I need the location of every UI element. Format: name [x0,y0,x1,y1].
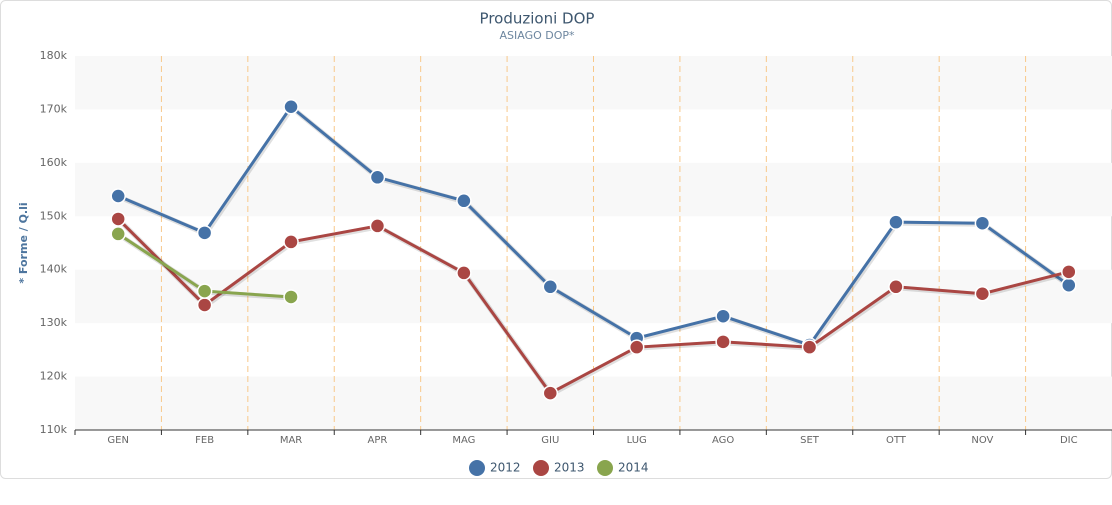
y-axis-title: * Forme / Q.li [17,202,30,283]
legend-marker [533,460,549,476]
x-tick-label: OTT [886,435,907,446]
data-point [110,226,126,242]
x-tick-label: SET [800,435,820,446]
data-point [715,334,731,350]
data-point [283,289,299,305]
data-point [628,339,645,355]
data-point [456,265,472,281]
data-point [715,308,731,324]
data-point [196,283,213,299]
x-tick-label: FEB [195,435,214,446]
y-tick-label: 150k [40,209,68,222]
x-tick-label: AGO [712,435,734,446]
data-point [1061,277,1077,293]
chart-title: Produzioni DOP [480,10,595,28]
y-tick-label: 160k [40,156,68,169]
chart-subtitle: ASIAGO DOP* [499,29,575,42]
y-tick-label: 120k [40,370,68,383]
series-line [117,104,1070,347]
data-point [110,211,126,227]
data-point [542,385,559,401]
data-point [196,225,213,241]
data-point [369,169,386,186]
data-point [974,286,991,302]
legend-marker [597,460,613,476]
data-point [369,218,386,234]
data-point [1061,264,1077,280]
series-line [117,217,1070,396]
x-tick-label: DIC [1060,435,1078,446]
legend-label: 2014 [618,461,649,475]
data-point [888,279,904,295]
x-tick-label: APR [368,435,388,446]
legend-label: 2012 [490,461,521,475]
data-point [196,297,213,313]
x-tick-label: MAR [280,435,302,446]
data-point [801,339,818,355]
data-point [283,99,299,115]
y-tick-label: 180k [40,49,68,62]
data-point [456,193,472,209]
data-point [888,214,904,230]
data-point [542,279,559,295]
data-point [283,234,299,250]
legend-label: 2013 [554,461,585,475]
data-point [110,188,126,204]
x-tick-label: LUG [627,435,647,446]
x-tick-label: GIU [541,435,559,446]
x-tick-label: GEN [107,435,129,446]
data-point [974,215,991,231]
legend-marker [469,460,485,476]
x-tick-label: NOV [971,435,993,446]
x-tick-label: MAG [452,435,475,446]
y-tick-label: 170k [40,102,68,115]
y-tick-label: 140k [40,263,68,276]
y-tick-label: 110k [40,423,68,436]
y-tick-label: 130k [40,316,68,329]
